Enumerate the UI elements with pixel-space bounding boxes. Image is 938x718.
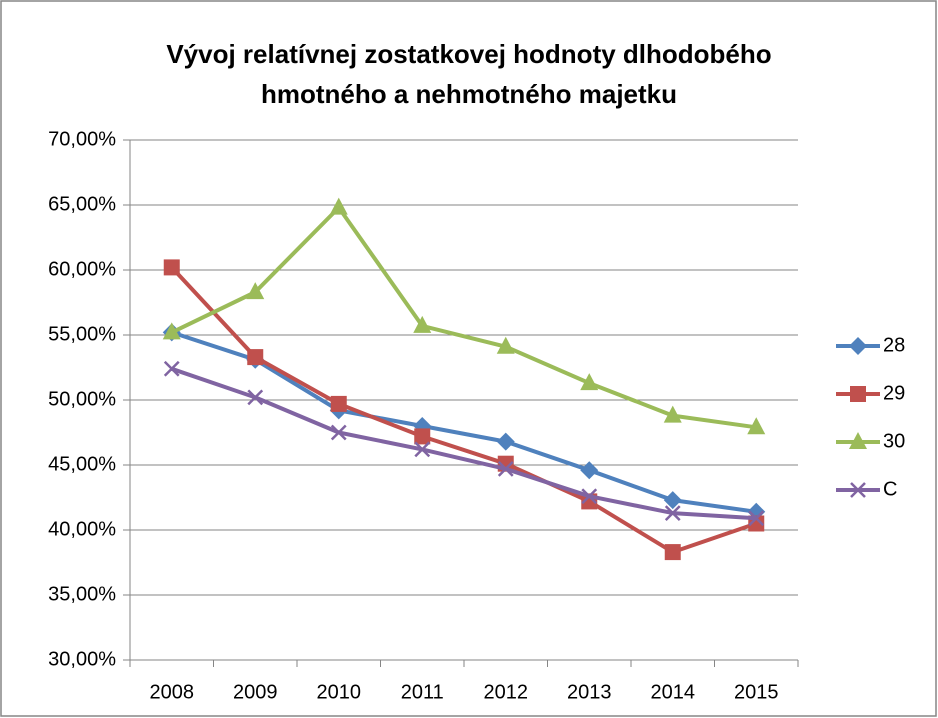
marker — [162, 322, 181, 340]
marker — [849, 432, 867, 449]
marker — [413, 315, 432, 333]
marker — [497, 461, 514, 477]
marker — [329, 197, 348, 215]
marker — [414, 428, 431, 445]
legend-label: 30 — [883, 430, 905, 452]
chart-title: Vývoj relatívnej zostatkovej hodnoty dlh… — [166, 39, 772, 109]
marker — [246, 282, 265, 300]
y-tick-label: 65,00% — [48, 193, 116, 215]
marker — [330, 424, 347, 441]
series-line — [170, 205, 757, 430]
marker — [849, 337, 867, 355]
x-tick-label: 2009 — [233, 681, 278, 703]
marker — [414, 441, 431, 458]
legend-label: 29 — [883, 382, 905, 404]
marker — [581, 488, 598, 505]
series-line — [170, 266, 757, 555]
marker — [330, 395, 347, 412]
marker — [163, 259, 180, 276]
marker — [748, 510, 765, 527]
y-tick-label: 55,00% — [48, 323, 116, 345]
series-line — [171, 366, 757, 521]
marker — [664, 544, 681, 561]
marker — [496, 432, 515, 451]
x-tick-label: 2012 — [484, 681, 529, 703]
marker — [663, 405, 682, 423]
x-tick-label: 2015 — [734, 681, 779, 703]
y-tick-label: 50,00% — [48, 388, 116, 410]
legend-label: C — [883, 478, 897, 500]
marker — [747, 417, 766, 435]
marker — [850, 482, 866, 498]
marker — [663, 491, 682, 510]
marker — [580, 461, 599, 480]
x-tick-label: 2013 — [567, 681, 612, 703]
x-tick-label: 2010 — [317, 681, 362, 703]
marker — [664, 505, 681, 521]
y-tick-label: 60,00% — [48, 258, 116, 280]
marker — [496, 336, 515, 354]
y-tick-label: 30,00% — [48, 648, 116, 670]
marker — [163, 360, 180, 377]
x-tick-label: 2014 — [651, 681, 696, 703]
y-tick-label: 35,00% — [48, 583, 116, 605]
legend-label: 28 — [883, 334, 905, 356]
y-tick-label: 40,00% — [48, 518, 116, 540]
x-tick-label: 2008 — [150, 681, 195, 703]
y-tick-label: 45,00% — [48, 453, 116, 475]
y-tick-label: 70,00% — [48, 128, 116, 150]
marker — [247, 349, 264, 366]
marker — [580, 373, 599, 391]
series-line — [171, 330, 757, 514]
x-tick-label: 2011 — [401, 681, 444, 703]
marker — [247, 389, 264, 406]
marker — [850, 386, 866, 402]
